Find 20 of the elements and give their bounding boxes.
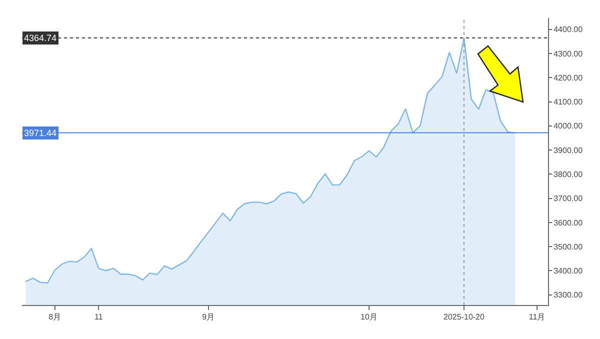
y-tick-label: 3600.00: [554, 218, 584, 228]
x-tick-label: 9月: [202, 312, 215, 322]
x-tick-label: 11月: [528, 312, 546, 322]
x-tick-label: 2025-10-20: [444, 312, 485, 322]
x-tick-label: 11: [94, 312, 104, 322]
x-tick-label: 10月: [360, 312, 378, 322]
y-tick-label: 3800.00: [554, 170, 584, 179]
y-tick-label: 3400.00: [554, 266, 584, 276]
y-tick-label: 3700.00: [554, 194, 584, 204]
y-tick-label: 3500.00: [554, 242, 584, 252]
y-tick-label: 4400.00: [554, 25, 584, 34]
y-tick-label: 4100.00: [554, 98, 584, 107]
y-tick-label: 3900.00: [554, 146, 584, 155]
ref-line-label: 3971.44: [24, 128, 57, 138]
y-tick-label: 4200.00: [554, 73, 584, 82]
ref-line-label: 4364.74: [24, 33, 57, 43]
y-tick-label: 3300.00: [554, 290, 584, 300]
x-tick-label: 8月: [48, 312, 62, 322]
y-tick-label: 4300.00: [554, 49, 584, 58]
y-tick-label: 4000.00: [554, 122, 584, 131]
